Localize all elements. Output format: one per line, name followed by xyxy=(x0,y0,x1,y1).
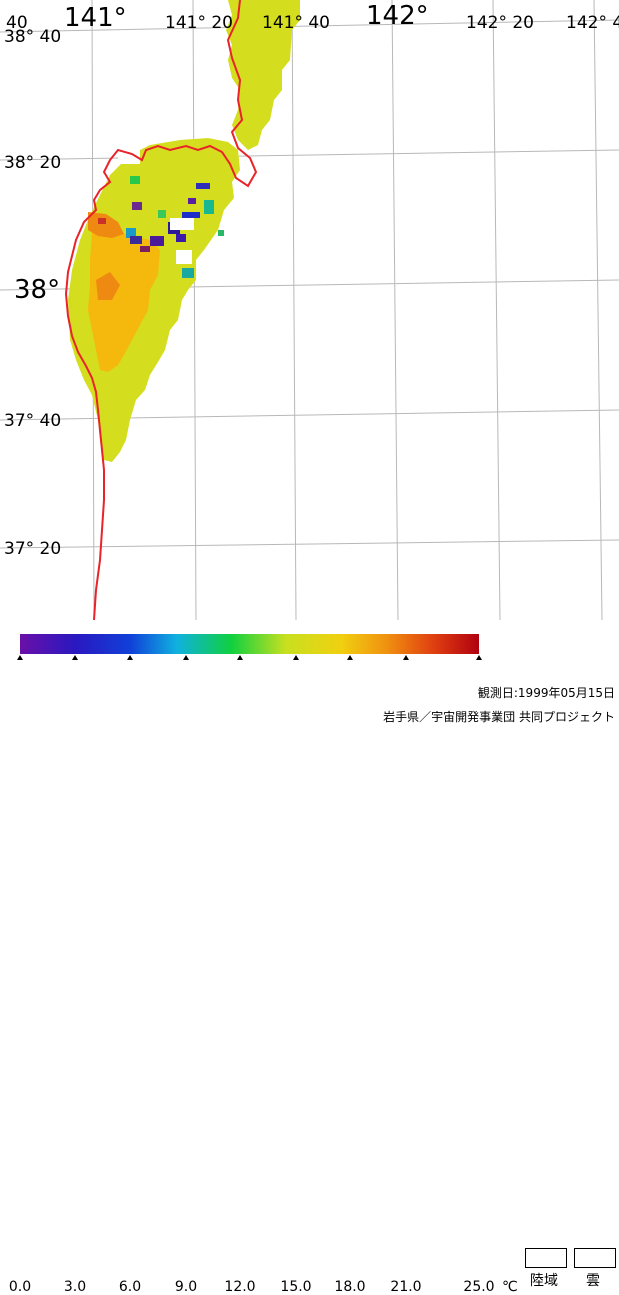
lon-label: 141° xyxy=(64,3,127,33)
observation-date: 観測日:1999年05月15日 xyxy=(477,686,615,700)
sst-orange-zone-2 xyxy=(96,272,120,300)
sst-north-strip xyxy=(226,0,300,150)
lon-label: 141° 40 xyxy=(262,13,330,33)
color-scale xyxy=(17,634,482,660)
scale-tick-label: 9.0 xyxy=(174,1279,198,1295)
lat-label: 38° 20 xyxy=(4,153,61,173)
credit-text: 岩手県／宇宙開発事業団 共同プロジェクト xyxy=(383,710,615,724)
scale-tick-label: 6.0 xyxy=(118,1279,142,1295)
scale-tick-label: 21.0 xyxy=(390,1279,422,1295)
scale-tick-label: 15.0 xyxy=(280,1279,312,1295)
coastline xyxy=(64,0,258,621)
sst-pixel xyxy=(218,230,224,236)
cloud-gap xyxy=(176,250,192,264)
sst-pixel xyxy=(176,234,186,242)
cloud-gap xyxy=(170,218,194,230)
unit-label: ℃ xyxy=(502,1279,518,1295)
sst-pixel xyxy=(98,218,106,224)
lat-label: 38° 40 xyxy=(4,27,61,47)
sst-pixel xyxy=(126,228,136,238)
lat-label: 38° xyxy=(14,275,60,305)
scale-tick-label: 25.0 xyxy=(463,1279,495,1295)
sst-pixel xyxy=(158,210,166,218)
sst-pixel xyxy=(130,176,140,184)
land-label: 陸域 xyxy=(530,1273,558,1289)
cloud-label: 雲 xyxy=(586,1273,600,1289)
graticule xyxy=(0,0,619,621)
lat-label: 37° 40 xyxy=(4,411,61,431)
lon-label: 142° xyxy=(366,1,429,31)
cloud-swatch xyxy=(574,1248,616,1268)
graticule-labels: 40 141° 141° 20 141° 40 142° 142° 20 142… xyxy=(4,1,619,559)
color-bar xyxy=(20,634,479,654)
sst-pixel xyxy=(150,236,164,246)
sst-pixel xyxy=(196,183,210,189)
sst-pixel xyxy=(132,202,142,210)
scale-tick-label: 3.0 xyxy=(63,1279,87,1295)
sst-pixel xyxy=(188,198,196,204)
sst-pixel xyxy=(182,268,194,278)
scale-tick-label: 0.0 xyxy=(8,1279,32,1295)
corner-label: 40 xyxy=(6,13,28,33)
lat-label: 37° 20 xyxy=(4,539,61,559)
sst-field xyxy=(68,0,300,462)
lon-label: 142° 40 xyxy=(566,13,619,33)
sst-pixel xyxy=(204,200,214,214)
sst-orange-zone xyxy=(88,212,124,238)
scale-tick-label: 12.0 xyxy=(224,1279,256,1295)
land-swatch xyxy=(525,1248,567,1268)
sst-pixel xyxy=(182,212,200,218)
map-svg: 40 141° 141° 20 141° 40 142° 142° 20 142… xyxy=(0,0,619,621)
scale-tick-label: 18.0 xyxy=(334,1279,366,1295)
sst-map: 40 141° 141° 20 141° 40 142° 142° 20 142… xyxy=(0,0,619,621)
sst-pixel xyxy=(140,246,150,252)
lon-label: 142° 20 xyxy=(466,13,534,33)
lon-label: 141° 20 xyxy=(165,13,233,33)
sst-pixel xyxy=(130,236,142,244)
sst-warm-zone xyxy=(88,228,160,372)
